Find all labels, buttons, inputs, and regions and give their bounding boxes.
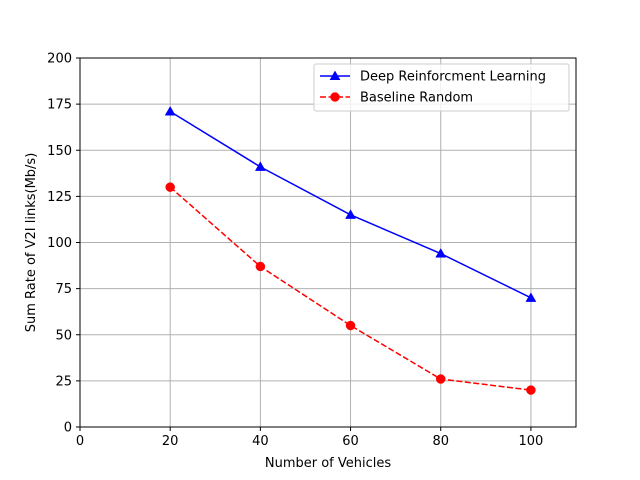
- x-tick-label: 60: [342, 434, 359, 449]
- x-tick-label: 100: [518, 434, 543, 449]
- x-axis-label: Number of Vehicles: [265, 456, 392, 471]
- x-tick-label: 0: [76, 434, 84, 449]
- data-point: [164, 106, 176, 116]
- y-tick-label: 175: [47, 98, 72, 113]
- data-point: [526, 385, 536, 395]
- x-tick-label: 40: [252, 434, 269, 449]
- y-tick-label: 50: [55, 328, 72, 343]
- y-tick-label: 75: [55, 282, 72, 297]
- data-point: [435, 248, 447, 258]
- x-tick-label: 20: [162, 434, 179, 449]
- y-tick-label: 100: [47, 236, 72, 251]
- data-point: [165, 182, 175, 192]
- data-point: [345, 320, 356, 331]
- legend-entry: Baseline Random: [320, 91, 473, 106]
- data-point: [525, 292, 537, 302]
- data-point: [435, 374, 446, 384]
- series-line: [169, 186, 532, 391]
- data-point: [345, 209, 356, 219]
- series-layer: [164, 106, 537, 395]
- data-point: [254, 161, 266, 171]
- y-tick-label: 150: [47, 144, 72, 159]
- series-deep-reinforcement-learning: [164, 106, 537, 302]
- legend-marker: [330, 92, 340, 102]
- y-tick-label: 25: [55, 374, 72, 389]
- legend-label: Deep Reinforcment Learning: [360, 70, 546, 85]
- legend-entries: Deep Reinforcment Learning Baseline Rand…: [320, 70, 546, 106]
- y-axis-label: Sum Rate of V2I links(Mb/s): [24, 153, 39, 333]
- series-baseline-random: [165, 182, 536, 395]
- legend-label: Baseline Random: [360, 91, 473, 106]
- legend-marker: [329, 70, 341, 80]
- y-tick-label: 125: [47, 190, 72, 205]
- x-tick-label: 80: [432, 434, 449, 449]
- data-point: [255, 261, 266, 272]
- legend: Deep Reinforcment Learning Baseline Rand…: [313, 63, 570, 112]
- y-tick-label: 0: [64, 421, 72, 436]
- y-tick-label: 200: [47, 52, 72, 67]
- axis-ticks: 0 20 40 60 80 100 0 25 50 75 100 125 150 175 200: [47, 52, 543, 450]
- legend-box: [313, 63, 570, 112]
- legend-entry: Deep Reinforcment Learning: [320, 70, 546, 85]
